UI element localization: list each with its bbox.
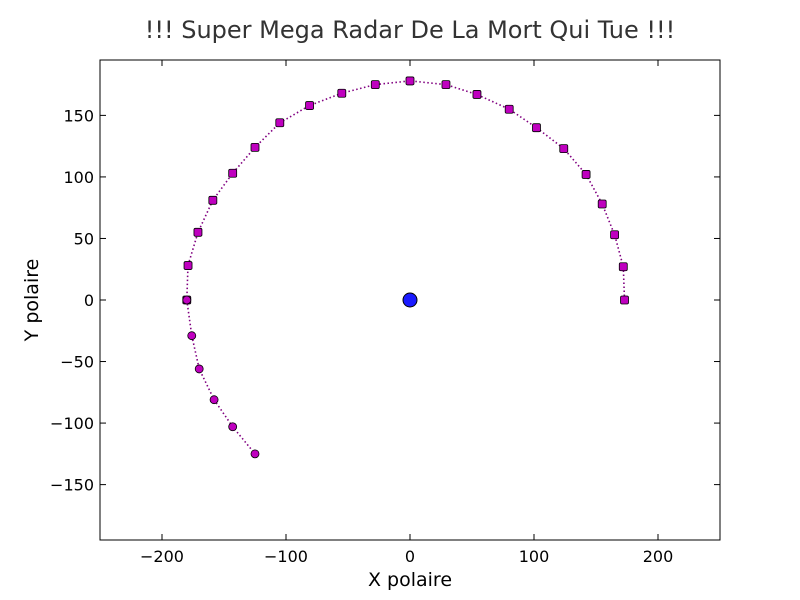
data-point — [559, 144, 569, 154]
y-tick-label: 150 — [63, 106, 94, 125]
chart-title: !!! Super Mega Radar De La Mort Qui Tue … — [145, 16, 676, 44]
series-1 — [182, 76, 629, 305]
data-point — [597, 199, 607, 209]
y-tick-label: −150 — [50, 476, 94, 495]
x-tick-label: 100 — [519, 547, 550, 566]
data-point — [472, 90, 482, 99]
data-point — [228, 168, 238, 178]
y-tick-label: 50 — [74, 229, 94, 248]
data-point — [370, 80, 380, 90]
axis-ticks: −200 −100 0 100 200 −150 −100 −50 0 50 100 150 — [50, 60, 720, 566]
data-point — [620, 295, 629, 305]
data-point — [209, 395, 219, 405]
y-tick-label: −100 — [50, 414, 94, 433]
data-point — [618, 262, 628, 272]
data-point — [250, 449, 260, 459]
series-3 — [402, 292, 418, 308]
data-point — [193, 227, 203, 237]
data-point — [194, 364, 204, 374]
plot-area — [182, 76, 629, 459]
series-2 — [182, 295, 260, 459]
x-axis-label: X polaire — [368, 569, 452, 591]
x-tick-label: 200 — [643, 547, 674, 566]
data-point — [405, 76, 415, 86]
data-point — [208, 195, 218, 205]
y-tick-label: 0 — [84, 291, 94, 310]
x-tick-label: −200 — [140, 547, 184, 566]
data-point — [337, 88, 347, 98]
data-point — [581, 170, 591, 179]
data-point — [610, 230, 619, 240]
data-point — [187, 331, 197, 341]
data-point — [250, 142, 260, 152]
origin-point — [402, 292, 418, 308]
x-tick-label: −100 — [264, 547, 308, 566]
data-point — [504, 104, 514, 114]
y-tick-label: 100 — [63, 168, 94, 187]
data-point — [305, 101, 314, 110]
plot-frame — [99, 59, 721, 541]
series-trace-line — [186, 299, 256, 455]
data-point — [228, 422, 238, 432]
data-point — [183, 261, 193, 270]
data-point — [532, 123, 541, 133]
y-axis-label: Y polaire — [21, 259, 43, 343]
y-tick-label: −50 — [60, 353, 94, 372]
series-trace-line — [186, 80, 626, 301]
x-tick-label: 0 — [405, 547, 415, 566]
data-point — [441, 80, 451, 90]
data-point — [182, 295, 192, 305]
data-point — [275, 118, 285, 128]
